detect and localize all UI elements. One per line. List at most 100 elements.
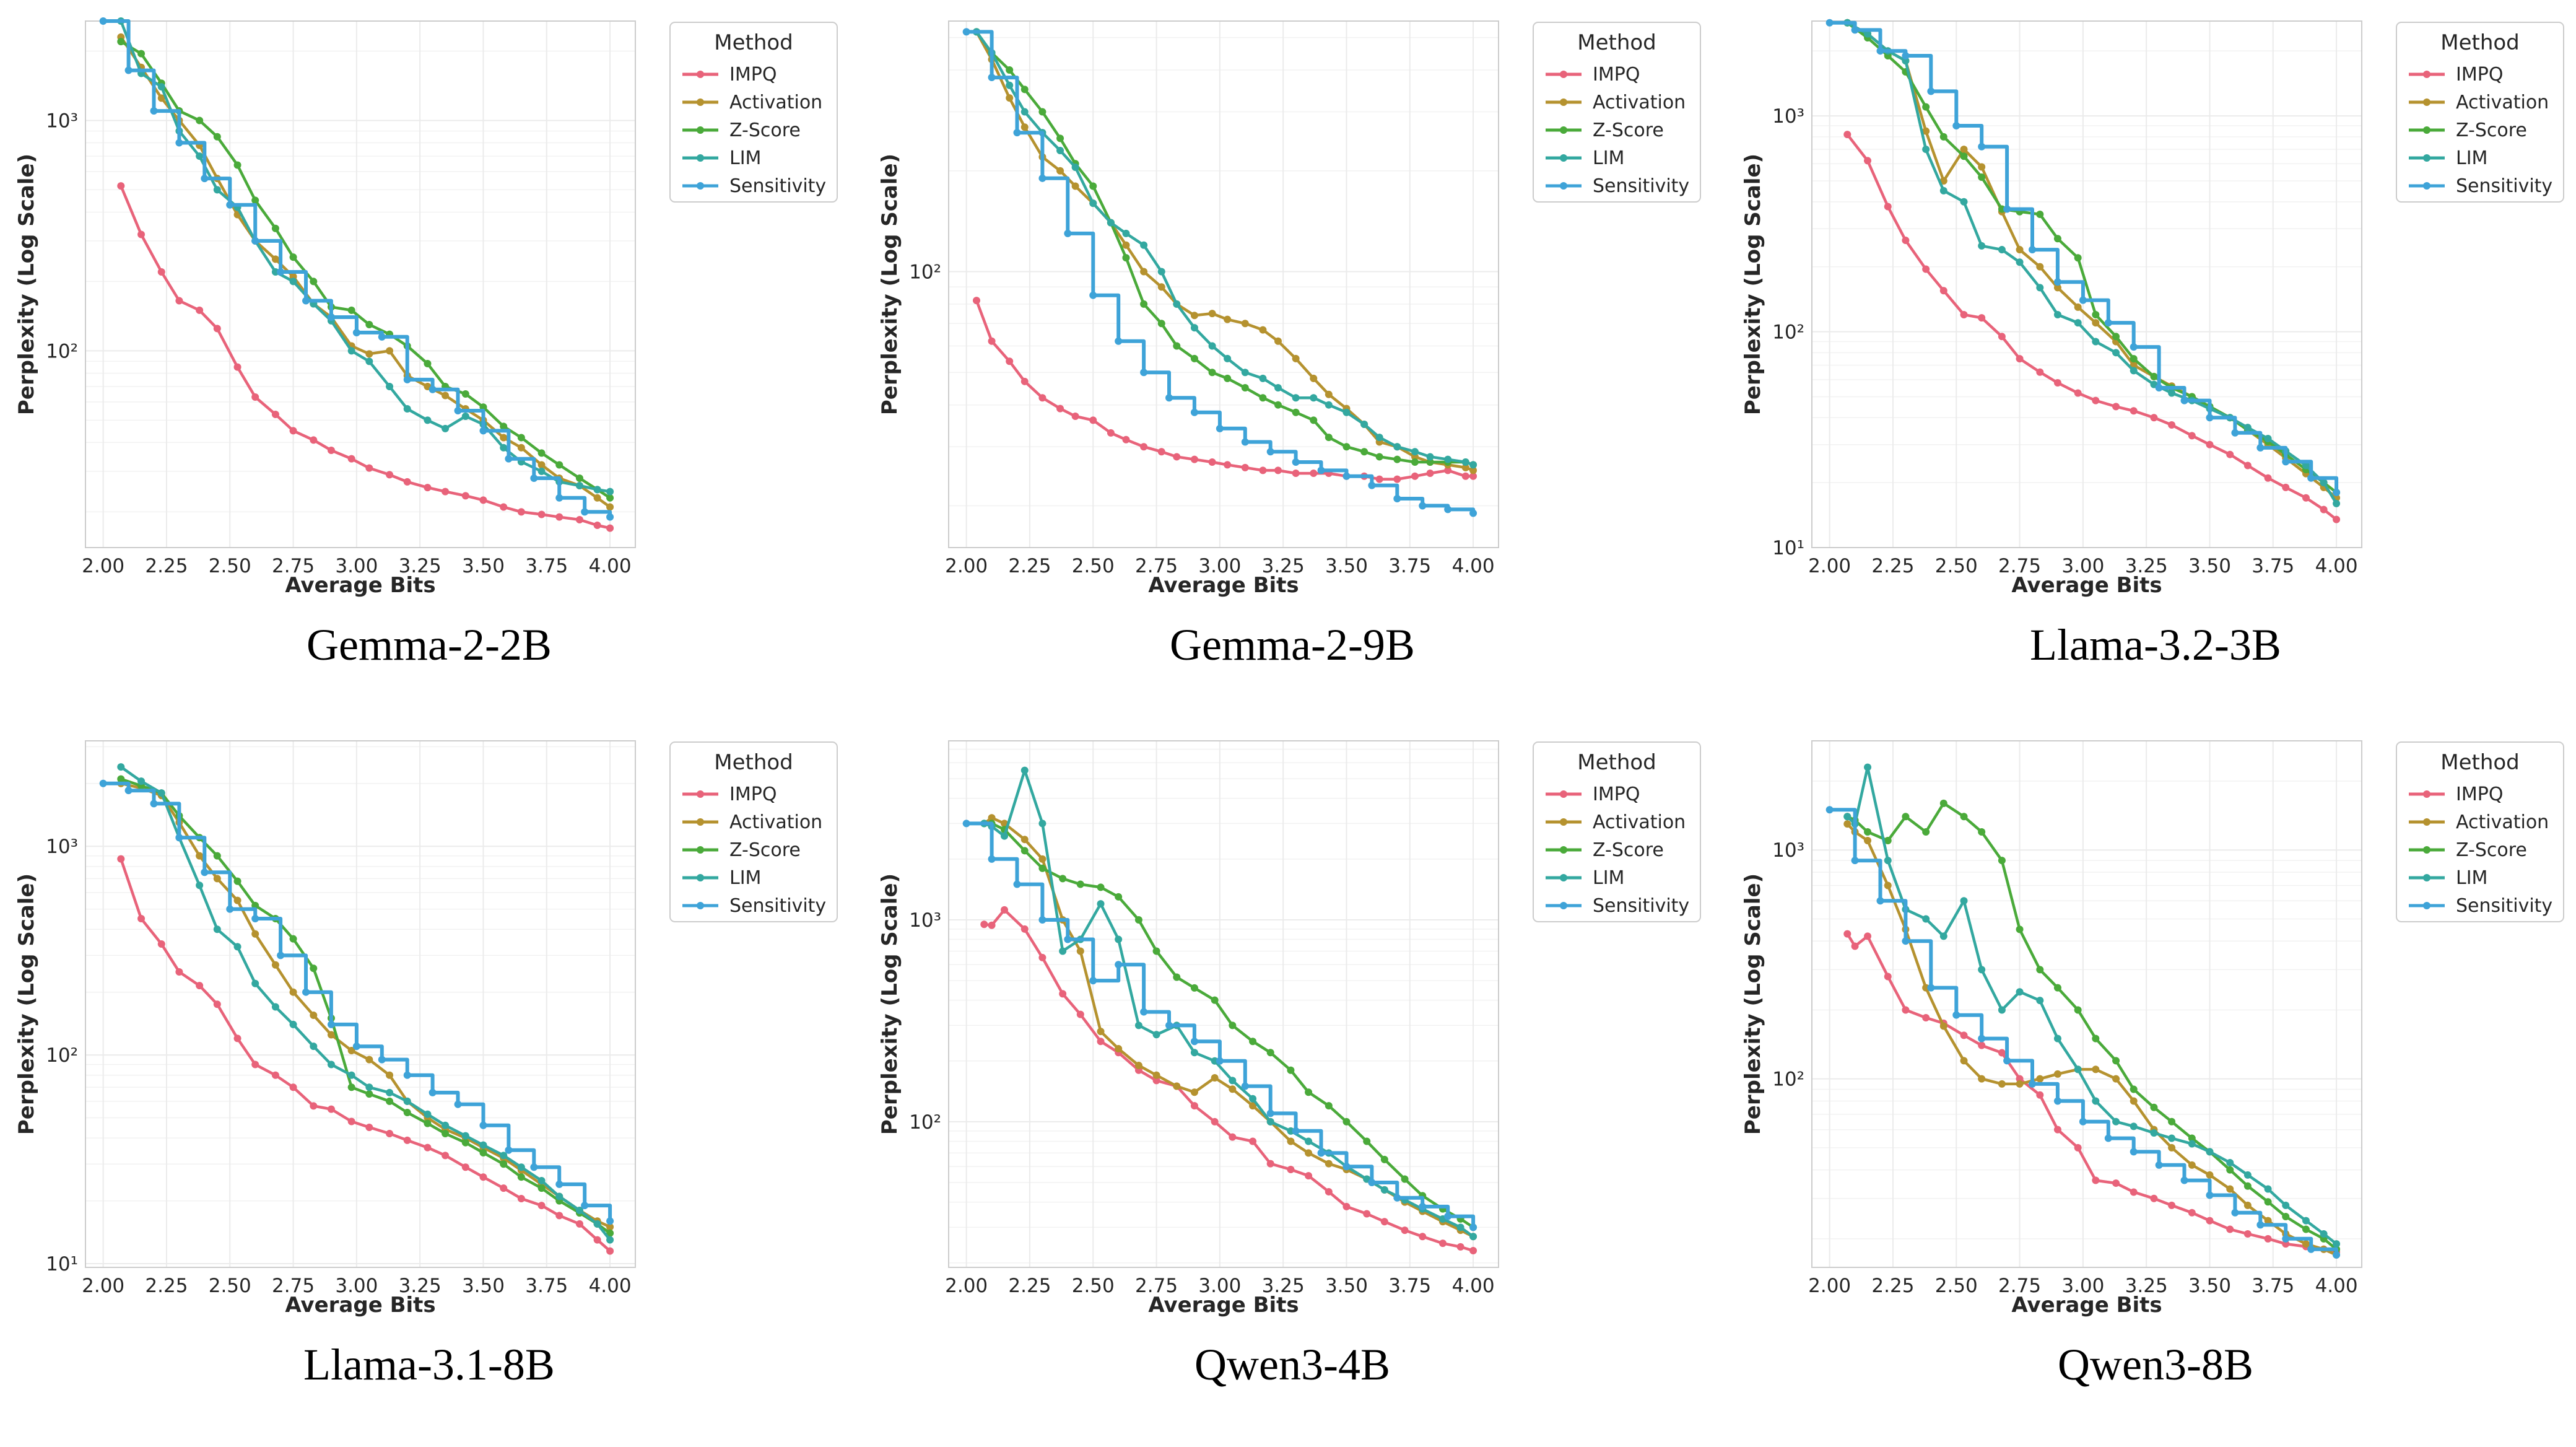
data-point-lim (1939, 932, 1947, 940)
data-point-z-score (1884, 836, 1892, 844)
data-point-activation (593, 494, 601, 502)
data-point-lim (1071, 163, 1079, 171)
data-point-sensitivity (2155, 1161, 2163, 1169)
data-point-activation (1325, 1160, 1333, 1168)
legend-marker (697, 902, 704, 909)
data-point-lim (327, 1060, 335, 1069)
data-point-activation (289, 988, 297, 996)
data-point-lim (1426, 453, 1434, 461)
data-point-sensitivity (2029, 1080, 2037, 1088)
plot-frame (1811, 20, 2362, 548)
data-point-z-score (2130, 1085, 2138, 1093)
data-point-impq (1438, 1239, 1447, 1248)
x-tick-label: 2.25 (1008, 555, 1051, 577)
series-impq (117, 855, 614, 1255)
series-line-lim (983, 769, 1474, 1238)
data-point-lim (1310, 394, 1318, 402)
legend-title: Method (714, 30, 793, 55)
legend-marker (2423, 902, 2430, 909)
data-point-sensitivity (1952, 122, 1960, 130)
data-point-lim (1097, 900, 1105, 908)
x-tick-label: 3.00 (335, 1275, 378, 1297)
data-point-sensitivity (2282, 1235, 2290, 1243)
data-point-sensitivity (962, 28, 970, 36)
legend-item-activation: Activation (1546, 811, 1686, 833)
data-point-z-score (137, 50, 146, 58)
data-point-sensitivity (1851, 857, 1859, 865)
legend-label: Activation (1593, 92, 1686, 113)
data-point-z-score (2074, 254, 2082, 262)
x-tick-label: 3.00 (1198, 1275, 1241, 1297)
legend-marker (2423, 154, 2430, 162)
data-point-sensitivity (429, 1088, 437, 1096)
data-point-z-score (213, 852, 221, 860)
data-point-impq (2092, 396, 2100, 404)
data-point-impq (137, 915, 146, 923)
data-point-lim (537, 1176, 546, 1184)
data-point-lim (1978, 242, 1986, 250)
y-tick-label: 10³ (909, 909, 941, 932)
data-point-z-score (1360, 448, 1368, 456)
data-point-lim (593, 1220, 601, 1228)
data-point-impq (1211, 1117, 1219, 1126)
data-point-sensitivity (2231, 429, 2239, 437)
data-point-impq (1173, 453, 1181, 461)
data-point-sensitivity (1469, 1223, 1477, 1231)
legend-title: Method (714, 750, 793, 775)
data-point-lim (1173, 300, 1181, 308)
data-point-z-score (2150, 1103, 2158, 1111)
data-point-impq (1960, 1031, 1968, 1039)
data-point-impq (1884, 203, 1892, 211)
x-tick-label: 3.25 (2125, 1275, 2168, 1297)
data-point-z-score (1259, 394, 1267, 402)
data-point-z-score (2112, 1057, 2120, 1065)
data-point-lim (2092, 338, 2100, 346)
data-point-lim (2016, 258, 2024, 266)
series-group (99, 763, 614, 1255)
data-point-activation (1056, 167, 1064, 175)
x-tick-label: 3.00 (2061, 555, 2104, 577)
minor-gridlines (1812, 780, 2362, 1239)
data-point-z-score (1864, 828, 1872, 836)
legend-label: IMPQ (2456, 784, 2503, 805)
x-tick-label: 3.00 (335, 555, 378, 577)
data-point-impq (1310, 470, 1318, 478)
data-point-sensitivity (454, 406, 462, 414)
x-tick-label: 3.50 (2188, 555, 2231, 577)
plot-frame (1811, 740, 2362, 1268)
data-point-impq (2168, 421, 2176, 429)
data-point-lim (1115, 935, 1123, 943)
data-point-z-score (1157, 320, 1165, 328)
data-point-impq (2150, 1194, 2158, 1202)
legend-label: IMPQ (1593, 784, 1640, 805)
data-point-activation (2016, 1080, 2024, 1088)
data-point-sensitivity (505, 1146, 513, 1154)
legend-item-z-score: Z-Score (1546, 839, 1664, 861)
data-point-activation (1190, 312, 1198, 320)
x-axis-label: Average Bits (285, 1293, 435, 1318)
data-point-sensitivity (2333, 489, 2341, 497)
data-point-impq (479, 496, 487, 504)
series-sensitivity (1825, 806, 2341, 1259)
data-point-z-score (2243, 1182, 2252, 1190)
data-point-impq (1902, 237, 1910, 245)
data-point-impq (1461, 472, 1469, 480)
data-point-lim (403, 405, 411, 413)
data-point-impq (1922, 1013, 1930, 1021)
data-point-lim (424, 416, 432, 424)
data-point-z-score (1325, 1102, 1333, 1110)
data-point-lim (1461, 458, 1469, 466)
data-point-z-score (479, 1148, 487, 1156)
data-point-impq (1059, 990, 1067, 998)
x-tick-label: 3.75 (2252, 555, 2294, 577)
legend-item-impq: IMPQ (1546, 64, 1640, 85)
legend-item-sensitivity: Sensitivity (1546, 175, 1689, 197)
data-point-impq (606, 524, 614, 532)
data-point-sensitivity (1064, 229, 1072, 237)
data-point-sensitivity (302, 988, 310, 996)
x-tick-label: 3.25 (399, 555, 442, 577)
data-point-lim (479, 1141, 487, 1149)
data-point-z-score (1229, 1021, 1237, 1030)
data-point-z-score (1211, 996, 1219, 1004)
x-tick-label: 2.75 (1135, 555, 1178, 577)
